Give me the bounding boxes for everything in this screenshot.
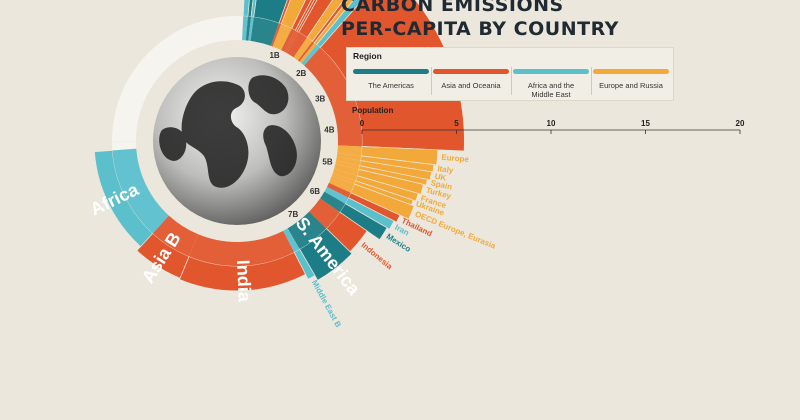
ring-segment: [152, 215, 199, 257]
chart-title-line1: CARBON EMISSIONS: [341, 0, 564, 16]
legend-swatch-africa: [513, 69, 589, 74]
population-tick: 4B: [324, 125, 334, 134]
ring-segment: [248, 16, 254, 41]
ring-segment: [301, 44, 321, 66]
ring-segment: [272, 24, 292, 51]
ring-segment: [293, 37, 313, 61]
bar-label: Mexico: [385, 232, 413, 254]
ring-segment: [331, 173, 356, 185]
ring-segment: [270, 23, 282, 47]
x-tick-label: 0: [360, 119, 365, 128]
ring-segment: [304, 47, 362, 147]
bar-label: Indonesia: [359, 240, 394, 271]
ring-segment: [334, 163, 359, 176]
ring-segment: [326, 182, 351, 198]
legend-label-europe: Europe and Russia: [599, 81, 663, 90]
bar-label: Italy: [437, 164, 455, 175]
population-tick: 6B: [310, 187, 320, 196]
ring-segment: [336, 153, 362, 161]
ring-segment: [284, 30, 298, 53]
ring-segment: [287, 211, 327, 250]
ring-segment: [286, 32, 308, 58]
ring-segment: [297, 41, 315, 62]
bar-label: Europe: [441, 153, 470, 164]
bar-label: India: [233, 259, 255, 303]
population-tick: 2B: [296, 69, 306, 78]
ring-segment: [189, 230, 295, 267]
legend-divider: [591, 67, 592, 95]
ring-segment: [328, 175, 355, 193]
region-legend: Region The Americas Asia and Oceania Afr…: [346, 47, 674, 101]
ring-segment: [245, 16, 252, 41]
population-tick: 7B: [288, 210, 298, 219]
population-tick: 3B: [315, 95, 325, 104]
ring-segment: [320, 191, 346, 213]
ring-segment: [337, 145, 362, 156]
ring-segment: [250, 17, 279, 46]
legend-label-asia: Asia and Oceania: [441, 81, 501, 90]
population-tick: 5B: [322, 157, 332, 166]
x-tick-label: 20: [736, 119, 745, 128]
legend-divider: [431, 67, 432, 95]
ring-segment: [324, 186, 349, 204]
x-tick-label: 5: [454, 119, 459, 128]
x-tick-label: 10: [547, 119, 556, 128]
legend-swatch-americas: [353, 69, 429, 74]
x-tick-label: 15: [641, 119, 650, 128]
legend-title: Region: [353, 51, 382, 61]
bar-label: Middle East B: [310, 279, 343, 330]
ring-segment: [242, 16, 248, 41]
legend-swatch-asia: [433, 69, 509, 74]
bar-label: UK: [434, 172, 447, 183]
x-axis-label: Population: [352, 106, 393, 115]
legend-label-africa: Africa and the Middle East: [527, 81, 575, 99]
ring-segment: [112, 148, 169, 234]
population-tick: 1B: [269, 51, 279, 60]
chart-title-line2: PER-CAPITA BY COUNTRY: [341, 18, 619, 40]
ring-segment: [335, 160, 360, 170]
ring-segment: [332, 169, 358, 181]
ring-segment: [281, 28, 296, 52]
legend-divider: [511, 67, 512, 95]
ring-segment: [283, 228, 300, 253]
ring-segment: [285, 31, 299, 54]
ring-segment: [299, 42, 317, 64]
ring-segment: [309, 198, 340, 229]
globe-continents: [159, 75, 297, 188]
legend-label-americas: The Americas: [368, 81, 414, 90]
ring-segment: [336, 156, 361, 166]
legend-swatch-europe: [593, 69, 669, 74]
